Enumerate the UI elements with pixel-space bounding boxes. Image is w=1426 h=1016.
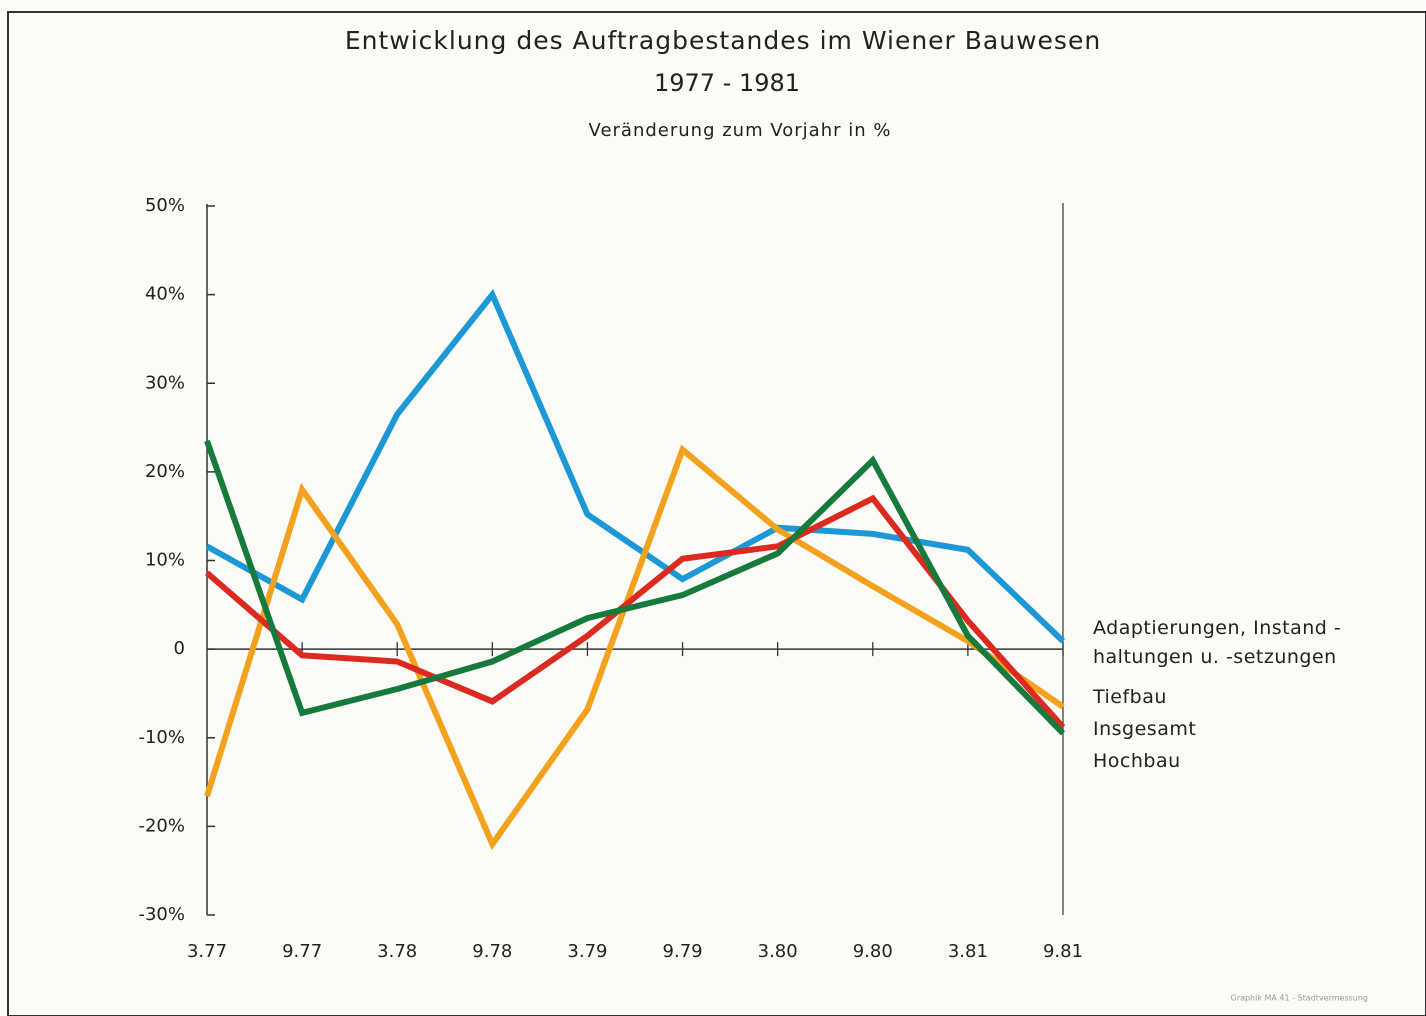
legend-entry: Tiefbau <box>1093 686 1167 708</box>
x-tick-label: 9.77 <box>282 941 322 962</box>
series-line <box>204 439 1066 736</box>
legend-entry: Adaptierungen, Instand - haltungen u. -s… <box>1093 617 1342 668</box>
x-tick-label: 9.79 <box>663 941 703 962</box>
x-tick-label: 9.81 <box>1043 941 1083 962</box>
chart-subtitle: 1977 - 1981 <box>654 69 800 97</box>
series-line <box>205 288 1066 644</box>
y-tick-label: 40% <box>145 284 185 305</box>
chart-title: Entwicklung des Auftragbestandes im Wien… <box>345 26 1101 55</box>
y-tick-label: -30% <box>138 904 185 925</box>
x-tick-label: 3.78 <box>377 941 417 962</box>
x-tick-label: 3.77 <box>187 941 227 962</box>
legend-entry: Hochbau <box>1093 750 1181 772</box>
x-tick-label: 3.79 <box>567 941 607 962</box>
x-tick-label: 9.80 <box>853 941 893 962</box>
y-tick-label: 0 <box>174 638 185 659</box>
y-tick-label: -20% <box>138 815 185 836</box>
y-tick-label: 20% <box>145 461 185 482</box>
credit: Graphik MA 41 - Stadtvermessung <box>1231 994 1368 1003</box>
y-tick-label: 50% <box>145 195 185 216</box>
x-tick-label: 3.80 <box>758 941 798 962</box>
y-axis-label: Veränderung zum Vorjahr in % <box>589 120 892 141</box>
series-line <box>204 444 1065 851</box>
frame <box>7 11 1426 1016</box>
series-line <box>205 494 1066 730</box>
y-tick-label: 10% <box>145 550 185 571</box>
y-tick-label: -10% <box>138 727 185 748</box>
x-tick-label: 3.81 <box>948 941 988 962</box>
y-tick-label: 30% <box>145 372 185 393</box>
legend-entry: Insgesamt <box>1093 718 1197 740</box>
x-tick-label: 9.78 <box>472 941 512 962</box>
